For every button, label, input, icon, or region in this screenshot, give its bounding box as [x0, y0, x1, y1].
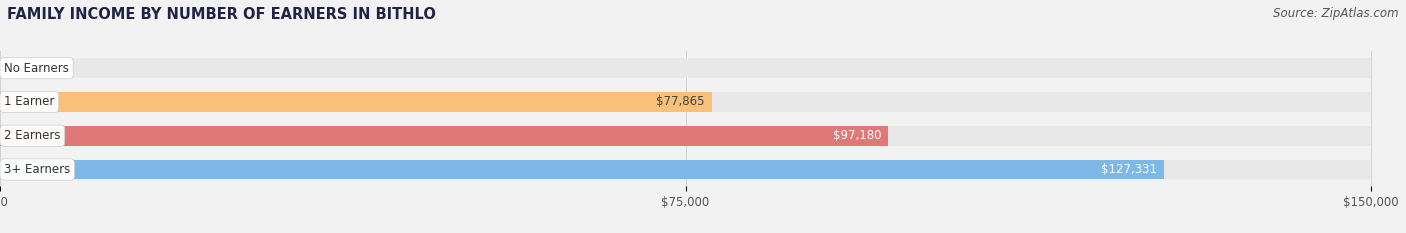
Bar — [0, 126, 889, 146]
Text: FAMILY INCOME BY NUMBER OF EARNERS IN BITHLO: FAMILY INCOME BY NUMBER OF EARNERS IN BI… — [7, 7, 436, 22]
Text: Source: ZipAtlas.com: Source: ZipAtlas.com — [1274, 7, 1399, 20]
Bar — [0, 92, 711, 112]
Bar — [0, 58, 1371, 78]
Text: 2 Earners: 2 Earners — [4, 129, 60, 142]
Text: $0: $0 — [11, 62, 25, 75]
Text: No Earners: No Earners — [4, 62, 69, 75]
Bar — [0, 126, 1371, 146]
Text: 1 Earner: 1 Earner — [4, 96, 55, 108]
Text: 3+ Earners: 3+ Earners — [4, 163, 70, 176]
Text: $77,865: $77,865 — [657, 96, 704, 108]
Bar — [0, 160, 1371, 179]
Bar — [0, 160, 1164, 179]
Text: $127,331: $127,331 — [1101, 163, 1157, 176]
Text: $97,180: $97,180 — [832, 129, 882, 142]
Bar — [0, 92, 1371, 112]
